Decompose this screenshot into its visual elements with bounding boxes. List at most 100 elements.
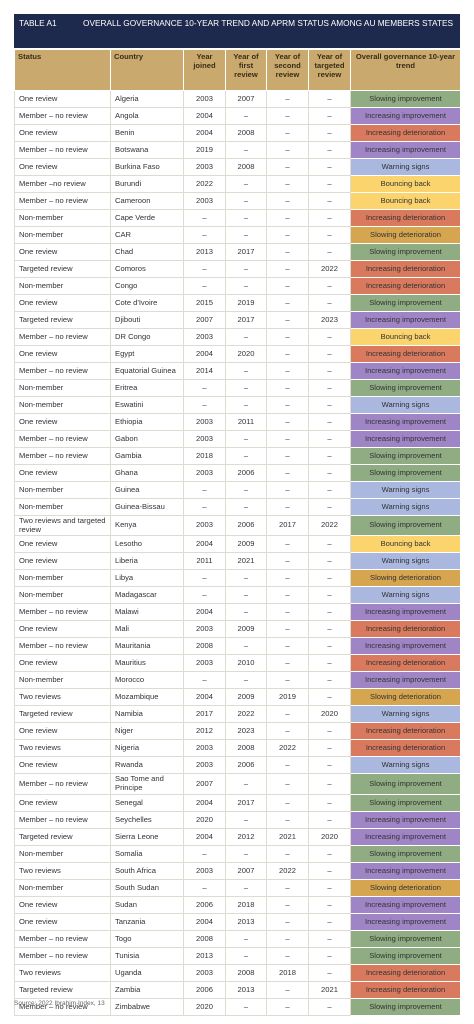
table-cell: – <box>308 739 351 758</box>
table-cell: Mauritius <box>110 654 184 673</box>
table-cell: – <box>266 192 309 210</box>
table-cell: Ghana <box>110 464 184 482</box>
table-cell: Non-member <box>14 481 111 499</box>
table-cell: – <box>266 793 309 812</box>
table-row: Member – no review Tunisia 2013– – – Slowing … <box>14 946 461 965</box>
table-cell: – <box>183 226 226 244</box>
table-cell: – <box>225 637 267 656</box>
table-cell: – <box>308 654 351 673</box>
table-cell: – <box>308 430 351 448</box>
table-row: Two reviews Uganda 2003 2008 2018– Increasing… <box>14 963 461 982</box>
table-cell: 2007 <box>183 773 226 795</box>
table-cell: Sudan <box>110 895 184 914</box>
trend-cell: Increasing deterioration <box>350 124 461 142</box>
table-cell: One review <box>14 912 111 931</box>
table-cell: Gambia <box>110 447 184 465</box>
table-cell: 2022 <box>266 739 309 758</box>
trend-cell: Increasing deterioration <box>350 209 461 227</box>
table-cell: – <box>225 379 267 397</box>
table-cell: – <box>266 158 309 176</box>
table-cell: – <box>308 294 351 312</box>
table-cell: 2007 <box>225 861 267 880</box>
table-cell: – <box>183 209 226 227</box>
table-cell: 2004 <box>183 603 226 622</box>
table-cell: – <box>266 277 309 295</box>
table-cell: – <box>308 362 351 380</box>
table-cell: 2003 <box>183 430 226 448</box>
table-cell: One review <box>14 552 111 571</box>
column-header: Overall governance 10-year trend <box>350 49 461 91</box>
table-cell: South Sudan <box>110 878 184 897</box>
table-row: Member – no review Equatorial Guinea 2014–… <box>14 362 461 380</box>
table-cell: – <box>308 620 351 639</box>
table-cell: 2011 <box>225 413 267 431</box>
table-cell: – <box>266 705 309 724</box>
trend-cell: Increasing improvement <box>350 107 461 125</box>
table-cell: Member –no review <box>14 175 111 193</box>
table-cell: 2008 <box>225 124 267 142</box>
trend-cell: Warning signs <box>350 552 461 571</box>
table-cell: Targeted review <box>14 260 111 278</box>
table-cell: Uganda <box>110 963 184 982</box>
table-cell: One review <box>14 90 111 108</box>
table-cell: Equatorial Guinea <box>110 362 184 380</box>
trend-cell: Slowing improvement <box>350 514 461 537</box>
table-row: Non-member Cape Verde – – – – Increasing deter… <box>14 209 461 227</box>
table-row: Member – no review Botswana 2019– – – Increas… <box>14 141 461 159</box>
table-row: Non-member Somalia – – – – Slowing improvement <box>14 844 461 863</box>
table-cell: Zimbabwe <box>110 997 184 1016</box>
table-cell: Non-member <box>14 226 111 244</box>
table-cell: 2019 <box>266 688 309 707</box>
table-cell: Chad <box>110 243 184 261</box>
table-row: One review Ethiopia 2003 2011– – Increasing i… <box>14 413 461 431</box>
table-cell: Cote d'Ivoire <box>110 294 184 312</box>
table-cell: Libya <box>110 569 184 588</box>
table-cell: 2010 <box>225 654 267 673</box>
table-cell: – <box>308 997 351 1016</box>
table-row: One review Algeria 2003 2007– – Slowing impro… <box>14 90 461 108</box>
table-cell: 2004 <box>183 688 226 707</box>
table-cell: 2013 <box>225 980 267 999</box>
table-cell: 2003 <box>183 739 226 758</box>
table-cell: Egypt <box>110 345 184 363</box>
table-cell: One review <box>14 294 111 312</box>
table-cell: 2009 <box>225 535 267 554</box>
table-cell: One review <box>14 793 111 812</box>
table-cell: – <box>225 498 267 516</box>
table-cell: Member – no review <box>14 929 111 948</box>
table-cell: – <box>183 260 226 278</box>
table-cell: – <box>266 294 309 312</box>
table-cell: – <box>183 586 226 605</box>
table-cell: – <box>266 895 309 914</box>
table-cell: – <box>225 773 267 795</box>
table-cell: Eswatini <box>110 396 184 414</box>
table-cell: – <box>266 844 309 863</box>
table-cell: Kenya <box>110 514 184 537</box>
table-cell: – <box>225 844 267 863</box>
table-cell: 2017 <box>266 514 309 537</box>
trend-cell: Increasing improvement <box>350 912 461 931</box>
trend-cell: Warning signs <box>350 158 461 176</box>
table-cell: Algeria <box>110 90 184 108</box>
table-cell: 2006 <box>225 464 267 482</box>
table-cell: – <box>225 946 267 965</box>
table-cell: South Africa <box>110 861 184 880</box>
trend-cell: Increasing improvement <box>350 671 461 690</box>
table-cell: – <box>308 603 351 622</box>
table-row: One review Chad 2013 2017– – Slowing improvem… <box>14 243 461 261</box>
table-cell: – <box>308 243 351 261</box>
table-cell: 2008 <box>183 929 226 948</box>
trend-cell: Warning signs <box>350 586 461 605</box>
table-cell: – <box>308 895 351 914</box>
trend-cell: Increasing deterioration <box>350 963 461 982</box>
trend-cell: Increasing improvement <box>350 362 461 380</box>
trend-cell: Bouncing back <box>350 192 461 210</box>
table-cell: 2003 <box>183 464 226 482</box>
table-cell: Non-member <box>14 498 111 516</box>
table-cell: Member – no review <box>14 946 111 965</box>
table-cell: – <box>225 362 267 380</box>
table-row: Targeted review Zambia 2006 2013–2021 Increa… <box>14 980 461 999</box>
table-cell: – <box>225 209 267 227</box>
table-cell: – <box>225 107 267 125</box>
